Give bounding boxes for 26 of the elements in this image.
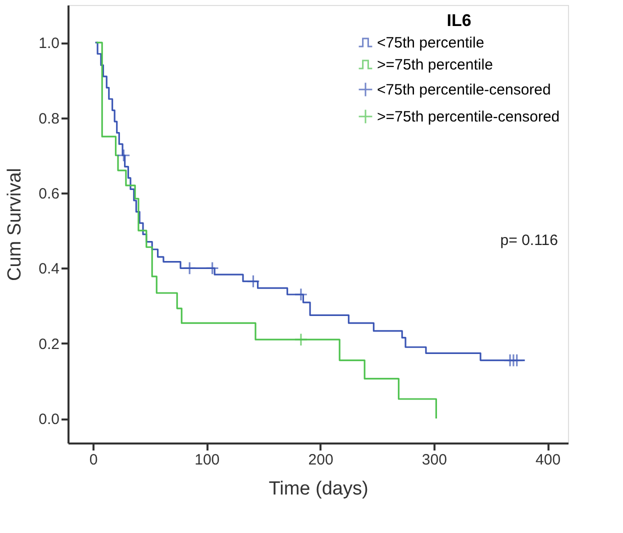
annotation: p= 0.116 [500, 232, 558, 249]
x-tick-label: 300 [422, 452, 447, 468]
legend-label: <75th percentile-censored [377, 82, 551, 98]
x-tick-label: 100 [194, 452, 220, 468]
legend-title: IL6 [446, 11, 472, 30]
y-tick-label: 0.6 [38, 185, 60, 202]
y-tick-label: 0.0 [38, 411, 60, 428]
point [294, 332, 308, 346]
y-tick-label: 1.0 [38, 35, 60, 52]
legend-label: >=75th percentile-censored [377, 108, 560, 126]
y-tick-label: 0.4 [38, 260, 60, 278]
y-axis-title: Cum Survival [4, 168, 26, 281]
legend-label: <75th percentile [377, 34, 484, 52]
x-axis-title: Time (days) [268, 478, 368, 500]
x-tick-label: 200 [308, 452, 334, 468]
point [182, 261, 196, 275]
point [294, 288, 308, 302]
point [246, 274, 260, 288]
x-tick-label: 400 [536, 452, 561, 468]
x-tick-label: 0 [89, 452, 98, 468]
point [116, 148, 130, 162]
y-tick-label: 0.2 [38, 336, 60, 353]
y-tick-label: 0.8 [38, 110, 60, 128]
legend-label: >=75th percentile [377, 56, 493, 74]
point [206, 261, 220, 275]
point [510, 354, 524, 368]
